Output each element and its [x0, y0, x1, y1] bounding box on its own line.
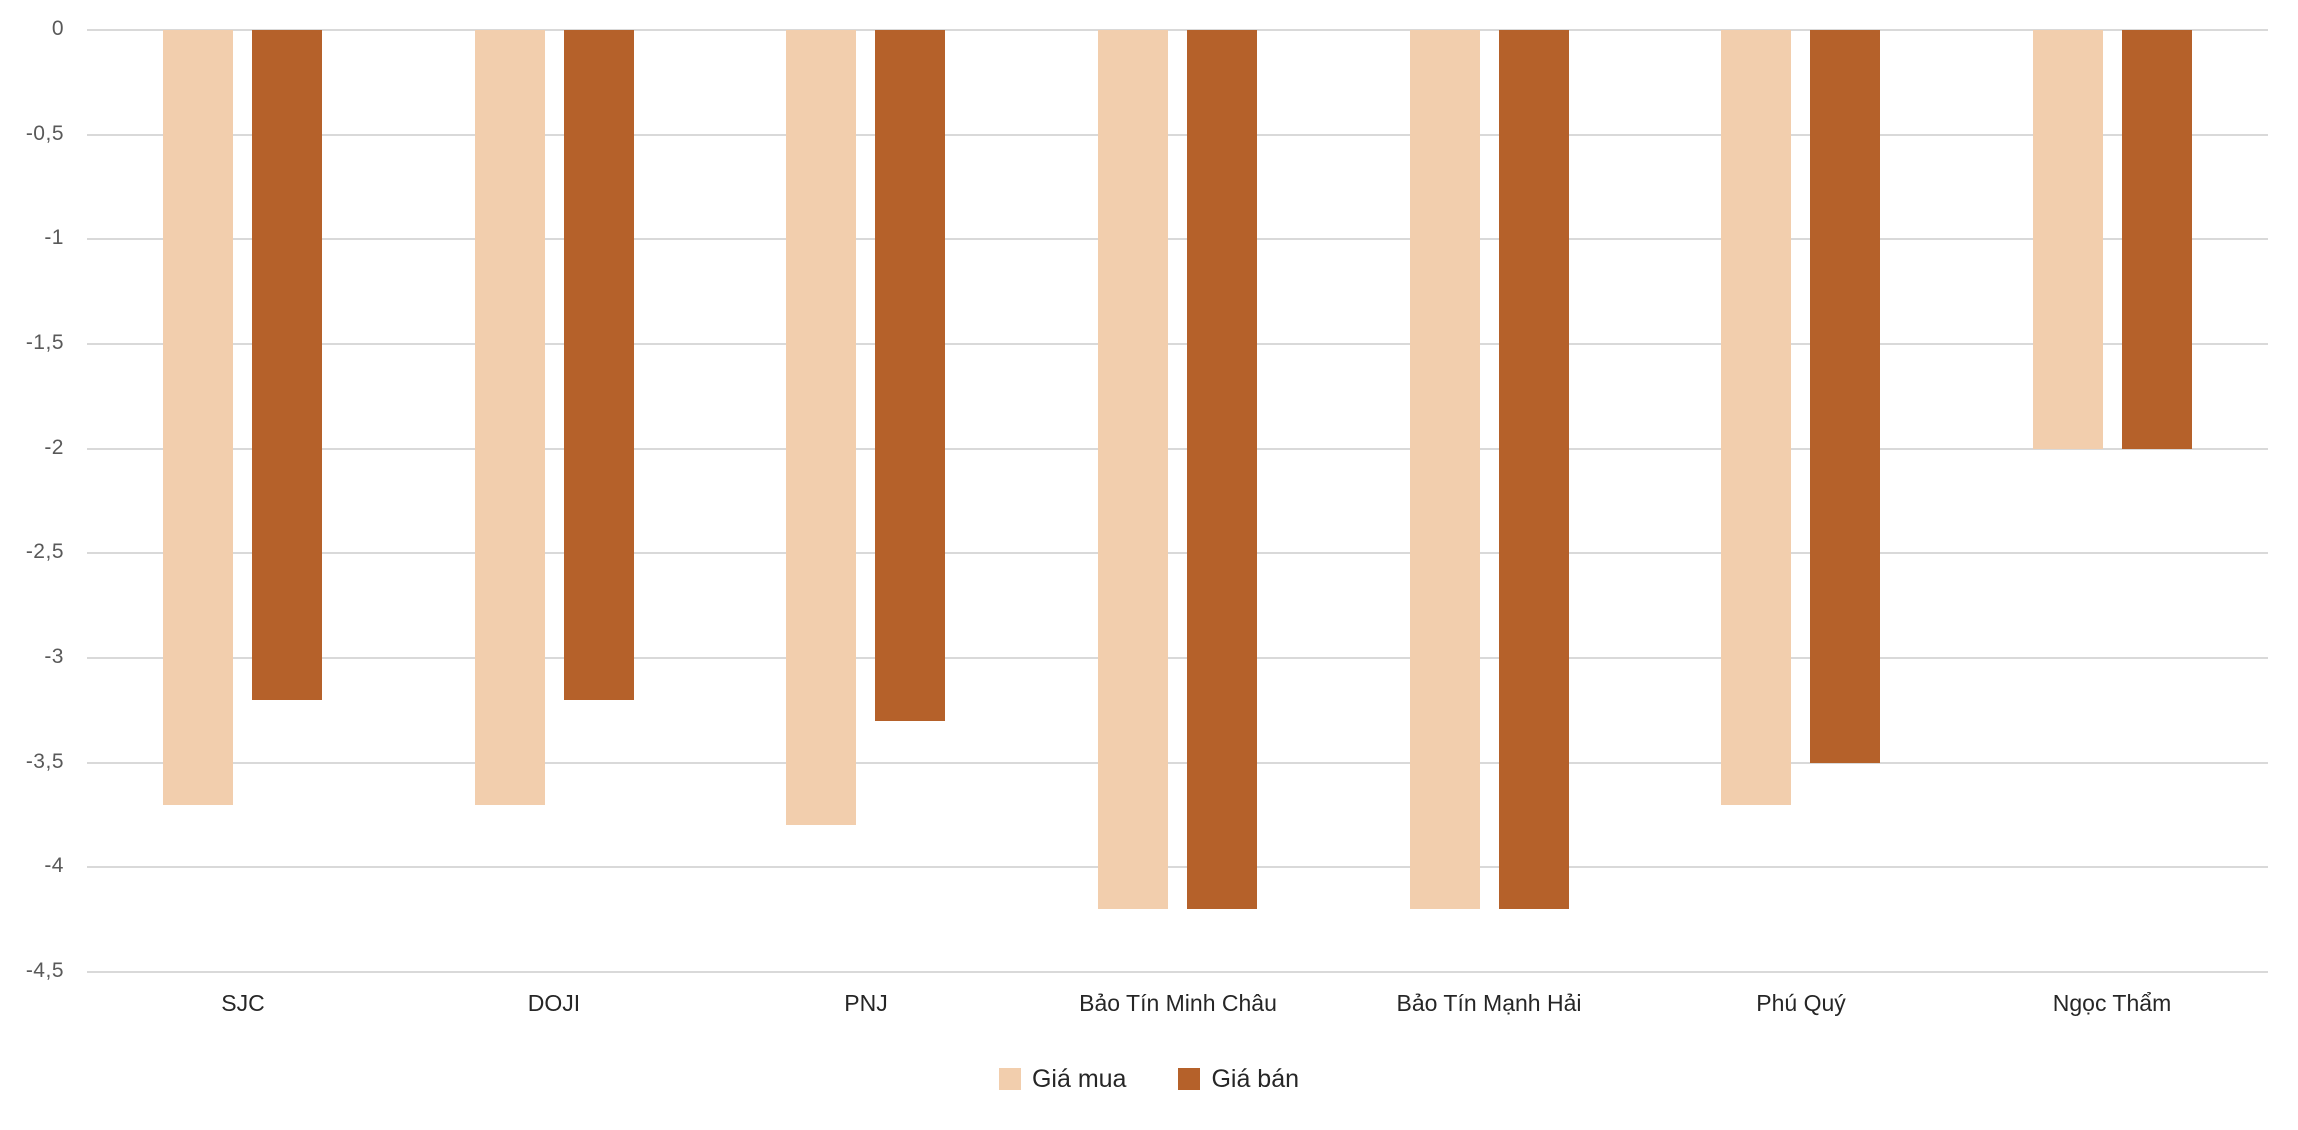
- legend-swatch-gia-mua: [998, 1068, 1021, 1090]
- gridline: [87, 29, 2268, 31]
- bar-gia-mua-bao-tin-minh-chau[interactable]: [1098, 30, 1168, 909]
- gridline: [87, 866, 2268, 868]
- legend-label-gia-ban: Giá bán: [1211, 1065, 1300, 1093]
- plot-area: [87, 29, 2268, 973]
- x-axis-label-ngoc-tham: Ngọc Thẩm: [2052, 990, 2172, 1016]
- y-tick-label: -3,5: [25, 750, 64, 773]
- gridline: [87, 448, 2268, 450]
- legend-item-gia-mua[interactable]: Giá mua: [998, 1064, 1127, 1094]
- gridline: [87, 343, 2268, 345]
- bar-gia-ban-bao-tin-minh-chau[interactable]: [1187, 30, 1257, 909]
- bar-gia-mua-sjc[interactable]: [163, 30, 233, 805]
- bar-gia-ban-bao-tin-manh-hai[interactable]: [1499, 30, 1569, 909]
- y-tick-label: -1,5: [25, 331, 64, 354]
- x-axis-label-doji: DOJI: [527, 990, 581, 1016]
- y-tick-label: -4,5: [25, 959, 64, 982]
- bar-gia-mua-phu-quy[interactable]: [1721, 30, 1791, 805]
- bar-gia-mua-pnj[interactable]: [786, 30, 856, 825]
- gridline: [87, 657, 2268, 659]
- bar-gia-mua-doji[interactable]: [475, 30, 545, 805]
- gridline: [87, 238, 2268, 240]
- y-tick-label: -4: [44, 854, 64, 877]
- x-axis-label-bao-tin-minh-chau: Bảo Tín Minh Châu: [1079, 990, 1277, 1016]
- bar-gia-ban-doji[interactable]: [564, 30, 634, 700]
- x-axis-label-bao-tin-manh-hai: Bảo Tín Mạnh Hải: [1396, 990, 1582, 1016]
- y-tick-label: 0: [51, 17, 64, 40]
- legend-item-gia-ban[interactable]: Giá bán: [1178, 1064, 1299, 1094]
- gridline: [87, 134, 2268, 136]
- gridline: [87, 762, 2268, 764]
- bar-gia-ban-pnj[interactable]: [875, 30, 945, 721]
- bar-gia-mua-bao-tin-manh-hai[interactable]: [1410, 30, 1480, 909]
- gridline: [87, 552, 2268, 554]
- bar-gia-mua-ngoc-tham[interactable]: [2033, 30, 2103, 449]
- y-tick-label: -2: [44, 436, 64, 459]
- bar-gia-ban-phu-quy[interactable]: [1810, 30, 1880, 763]
- x-axis-label-pnj: PNJ: [844, 990, 888, 1016]
- y-axis-tick-labels: 0 -0,5 -1 -1,5 -2 -2,5 -3 -3,5 -4 -4,5: [0, 0, 64, 1130]
- x-axis-category-labels: SJC DOJI PNJ Bảo Tín Minh Châu Bảo Tín Mạnh …: [87, 0, 2268, 1130]
- y-tick-label: -3: [44, 645, 64, 668]
- y-tick-label: -0,5: [25, 122, 64, 145]
- y-tick-label: -2,5: [25, 540, 64, 563]
- legend: Giá mua Giá bán: [0, 1064, 2298, 1094]
- gridline: [87, 971, 2268, 973]
- legend-label-gia-mua: Giá mua: [1031, 1065, 1127, 1093]
- y-tick-label: -1: [44, 226, 64, 249]
- bar-gia-ban-ngoc-tham[interactable]: [2122, 30, 2192, 449]
- legend-swatch-gia-ban: [1178, 1068, 1201, 1090]
- x-axis-label-sjc: SJC: [221, 990, 265, 1016]
- x-axis-label-phu-quy: Phú Quý: [1756, 990, 1846, 1016]
- bar-gia-ban-sjc[interactable]: [252, 30, 322, 700]
